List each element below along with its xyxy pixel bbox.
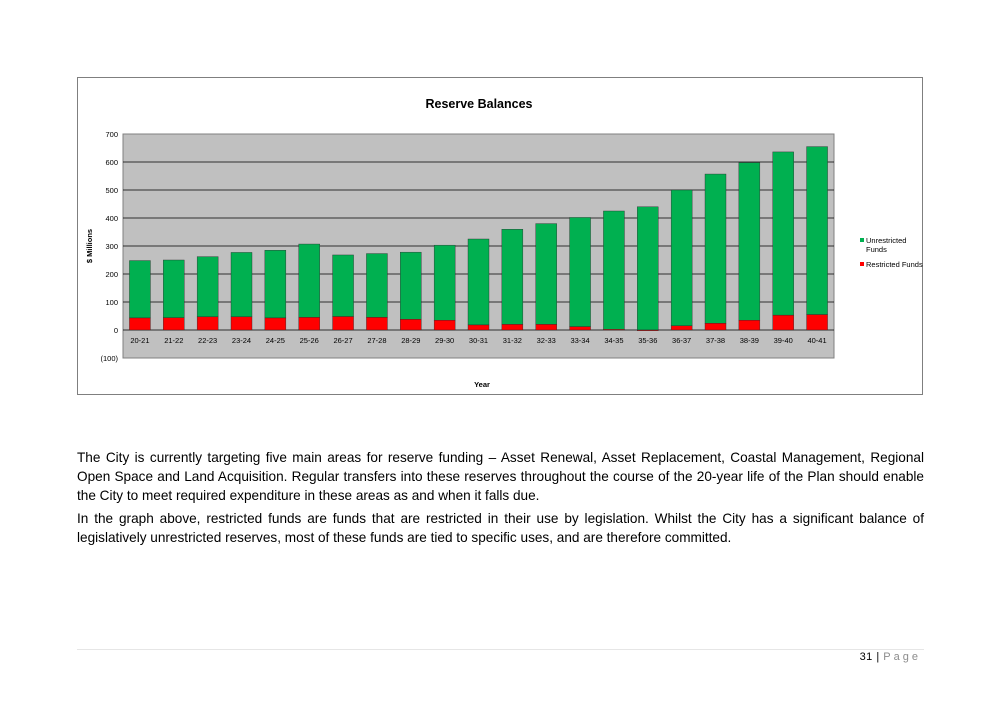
bar-restricted-24-25 (264, 317, 287, 331)
bar-unrestricted-26-27 (332, 254, 354, 317)
bar-restricted-26-27 (332, 316, 354, 331)
y-tick-label: (100) (100, 354, 118, 363)
bar-restricted-38-39 (738, 319, 761, 331)
bar-restricted-34-35 (603, 329, 625, 331)
bar-unrestricted-25-26 (298, 243, 320, 318)
bar-unrestricted-27-28 (366, 253, 388, 318)
bar-unrestricted-39-40 (772, 151, 794, 316)
legend-label-restricted: Restricted Funds (866, 260, 923, 269)
bar-unrestricted-31-32 (501, 228, 524, 325)
x-tick-label: 25-26 (300, 336, 319, 345)
y-tick-label: 700 (105, 130, 118, 139)
x-tick-label: 32-33 (537, 336, 556, 345)
legend-label-unrestricted-line2: Funds (866, 245, 887, 254)
bar-restricted-30-31 (467, 324, 490, 331)
bar-restricted-31-32 (501, 324, 524, 331)
bar-restricted-37-38 (704, 323, 727, 331)
legend-swatch-restricted (860, 262, 864, 266)
legend-swatch-unrestricted (860, 238, 864, 242)
x-axis-label: Year (474, 380, 490, 389)
bar-restricted-33-34 (569, 326, 591, 331)
reserve-balances-chart: Reserve Balances 700 600 500 400 300 200 100 0 (1… (77, 77, 923, 395)
y-tick-label: 200 (105, 270, 118, 279)
bar-restricted-22-23 (196, 316, 219, 331)
y-tick-label: 600 (105, 158, 118, 167)
x-tick-label: 27-28 (367, 336, 386, 345)
y-tick-label: 400 (105, 214, 118, 223)
bar-restricted-32-33 (535, 324, 557, 331)
y-tick-label: 100 (105, 298, 118, 307)
bar-unrestricted-23-24 (230, 252, 253, 318)
x-tick-label: 29-30 (435, 336, 454, 345)
bar-unrestricted-30-31 (467, 238, 490, 326)
bar-restricted-23-24 (230, 316, 253, 331)
bar-unrestricted-20-21 (129, 260, 151, 319)
bar-restricted-39-40 (772, 314, 794, 331)
bar-unrestricted-38-39 (738, 162, 761, 321)
x-tick-label: 31-32 (503, 336, 522, 345)
bar-unrestricted-34-35 (603, 210, 625, 330)
page-number: 31 (859, 651, 873, 663)
chart-title: Reserve Balances (425, 97, 532, 111)
x-tick-label: 38-39 (740, 336, 759, 345)
bar-unrestricted-40-41 (806, 146, 828, 315)
bar-restricted-36-37 (670, 325, 693, 331)
x-tick-label: 39-40 (774, 336, 793, 345)
bar-unrestricted-24-25 (264, 249, 287, 319)
x-tick-label: 35-36 (638, 336, 657, 345)
paragraph-restricted-funds: In the graph above, restricted funds are… (77, 511, 924, 545)
x-tick-label: 40-41 (807, 336, 826, 345)
x-tick-label: 24-25 (266, 336, 285, 345)
bar-unrestricted-29-30 (433, 244, 456, 321)
y-tick-label: 0 (114, 326, 118, 335)
paragraph-reserve-funding: The City is currently targeting five mai… (77, 450, 924, 503)
x-tick-label: 34-35 (604, 336, 623, 345)
bar-restricted-29-30 (433, 319, 456, 331)
x-tick-label: 28-29 (401, 336, 420, 345)
y-tick-label: 300 (105, 242, 118, 251)
bar-unrestricted-22-23 (196, 256, 219, 318)
x-tick-label: 30-31 (469, 336, 488, 345)
bar-restricted-25-26 (298, 317, 320, 331)
chart-canvas: Reserve Balances 700 600 500 400 300 200 100 0 (1… (85, 97, 923, 389)
x-tick-label: 33-34 (570, 336, 589, 345)
footer-divider (77, 649, 924, 650)
page-word: Page (883, 651, 921, 663)
footer-separator: | (872, 651, 884, 663)
bar-unrestricted-28-29 (400, 251, 422, 320)
x-tick-label: 23-24 (232, 336, 251, 345)
bar-unrestricted-32-33 (535, 223, 557, 325)
x-tick-label: 21-22 (164, 336, 183, 345)
bar-unrestricted-37-38 (704, 173, 727, 324)
bar-unrestricted-35-36 (637, 206, 659, 331)
bar-restricted-27-28 (366, 317, 388, 331)
bar-restricted-20-21 (129, 317, 151, 331)
y-axis-label: $ Millions (85, 229, 94, 263)
x-tick-label: 37-38 (706, 336, 725, 345)
legend-label-unrestricted-line1: Unrestricted (866, 236, 906, 245)
x-tick-label: 36-37 (672, 336, 691, 345)
y-tick-label: 500 (105, 186, 118, 195)
x-tick-label: 22-23 (198, 336, 217, 345)
bar-restricted-28-29 (400, 319, 422, 331)
bar-restricted-35-36 (637, 329, 659, 332)
bar-unrestricted-33-34 (569, 217, 591, 327)
x-tick-label: 26-27 (333, 336, 352, 345)
bar-restricted-21-22 (163, 317, 185, 331)
x-tick-label: 20-21 (130, 336, 149, 345)
bar-restricted-40-41 (806, 314, 828, 331)
page-footer: 31 | Page (860, 651, 921, 663)
bar-unrestricted-36-37 (670, 189, 693, 327)
bar-unrestricted-21-22 (163, 259, 185, 318)
